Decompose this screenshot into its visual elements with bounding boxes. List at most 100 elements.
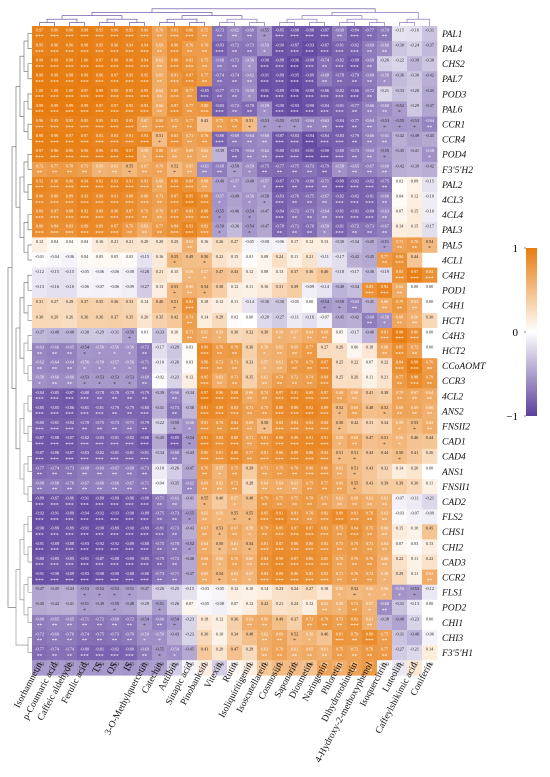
cell-value-label: 0.56 [381,586,389,591]
significance-marker: *** [80,110,89,116]
cell-value-label: 0.96 [96,73,104,78]
cell-value-label: -0.13 [35,284,44,289]
cell-value-label: 0.86 [36,224,44,229]
cell-value-label: 0.78 [291,360,299,365]
cell-value-label: 0.23 [276,586,284,591]
significance-marker: *** [170,80,179,86]
significance-marker: ** [367,95,373,101]
significance-marker: *** [200,442,209,448]
cell-value-label: 0.08 [261,269,269,274]
cell-value-label: -0.87 [65,390,75,395]
cell-value-label: -0.41 [185,496,194,501]
cell-value-label: 0.27 [231,239,239,244]
cell-value-label: 0.90 [216,390,224,395]
row-label: PAL3 [441,226,463,236]
heatmap-cell [227,86,243,102]
cell-value-label: 0.66 [261,616,269,621]
cell-value-label: -0.55 [185,511,194,516]
significance-marker: ** [142,215,148,221]
cell-value-label: -0.73 [305,209,314,214]
significance-marker: * [83,351,86,357]
cell-value-label: 0.79 [306,360,314,365]
significance-marker: *** [95,185,104,191]
significance-marker: *** [125,563,134,569]
cell-value-label: 0.76 [201,133,209,138]
heatmap-cell [362,41,378,57]
cell-value-label: 0.81 [261,450,269,455]
significance-marker: *** [290,533,299,539]
significance-marker: * [203,502,206,508]
significance-marker: *** [140,412,149,418]
heatmap-cell [332,26,348,42]
significance-marker: *** [80,125,89,131]
cell-value-label: 0.20 [141,239,149,244]
cell-value-label: -0.86 [50,450,60,455]
significance-marker: *** [275,412,284,418]
significance-marker: ** [202,472,208,478]
cell-value-label: 0.51 [246,118,254,123]
cell-value-label: 0.77 [201,73,209,78]
cell-value-label: 0.91 [306,435,314,440]
cell-value-label: 0.32 [246,329,254,334]
cell-value-label: 0.81 [291,511,299,516]
cell-value-label: 0.89 [96,224,104,229]
cell-value-label: -0.42 [425,163,434,168]
cell-value-label: -0.75 [260,163,269,168]
cell-value-label: -0.70 [125,631,134,636]
cell-value-label: 0.93 [111,178,119,183]
cell-value-label: 0.70 [336,556,344,561]
significance-marker: ** [232,548,238,554]
cell-value-label: 0.78 [231,345,239,350]
cell-value-label: 0.35 [156,314,164,319]
heatmap-cell [422,71,438,87]
cell-value-label: -0.81 [155,526,164,531]
significance-marker: ** [292,382,298,388]
cell-value-label: 0.75 [366,526,374,531]
row-label: FNSII2 [441,422,470,432]
cell-value-label: -0.29 [95,329,104,334]
significance-marker: *** [110,548,119,554]
cell-value-label: 0.65 [201,571,209,576]
significance-marker: *** [335,49,344,55]
row-labels: PAL1PAL4CHS2PAL7POD3PAL6CCR1CCR4POD4F3'5… [441,30,486,659]
cell-value-label: -0.54 [320,299,330,304]
cell-value-label: 0.91 [321,435,329,440]
cell-value-label: -0.43 [185,526,194,531]
heatmap-cell [62,56,78,72]
cell-value-label: 0.77 [381,254,389,259]
cell-value-label: -0.55 [275,118,284,123]
significance-marker: * [413,593,416,599]
cell-value-label: 0.00 [426,329,434,334]
cell-value-label: -0.82 [350,43,359,48]
cell-value-label: 0.97 [36,148,44,153]
cell-value-label: 0.89 [201,345,209,350]
significance-marker: ** [307,502,313,508]
significance-marker: ** [82,427,88,433]
heatmap-cell [362,26,378,42]
significance-marker: * [218,472,221,478]
significance-marker: *** [80,517,89,523]
cell-value-label: -0.82 [335,88,344,93]
cell-value-label: 0.43 [231,269,239,274]
cell-value-label: -0.87 [320,27,330,32]
significance-marker: ** [232,80,238,86]
significance-marker: *** [125,110,134,116]
significance-marker: * [398,457,401,463]
significance-marker: ** [97,397,103,403]
cell-value-label: 0.55 [246,511,254,516]
cell-value-label: -0.38 [185,405,194,410]
cell-value-label: 0.00 [426,284,434,289]
cell-value-label: -0.87 [35,435,45,440]
significance-marker: ** [277,487,283,493]
cell-value-label: 0.38 [261,329,269,334]
cell-value-label: 0.92 [381,284,389,289]
cell-value-label: 0.78 [366,647,374,652]
significance-marker: ** [352,397,358,403]
cell-value-label: -0.78 [275,224,284,229]
significance-marker: *** [95,95,104,101]
heatmap-cell [167,71,183,87]
cell-value-label: 0.16 [156,254,164,259]
significance-marker: *** [305,64,314,70]
cell-value-label: -0.80 [80,647,89,652]
significance-marker: ** [322,80,328,86]
